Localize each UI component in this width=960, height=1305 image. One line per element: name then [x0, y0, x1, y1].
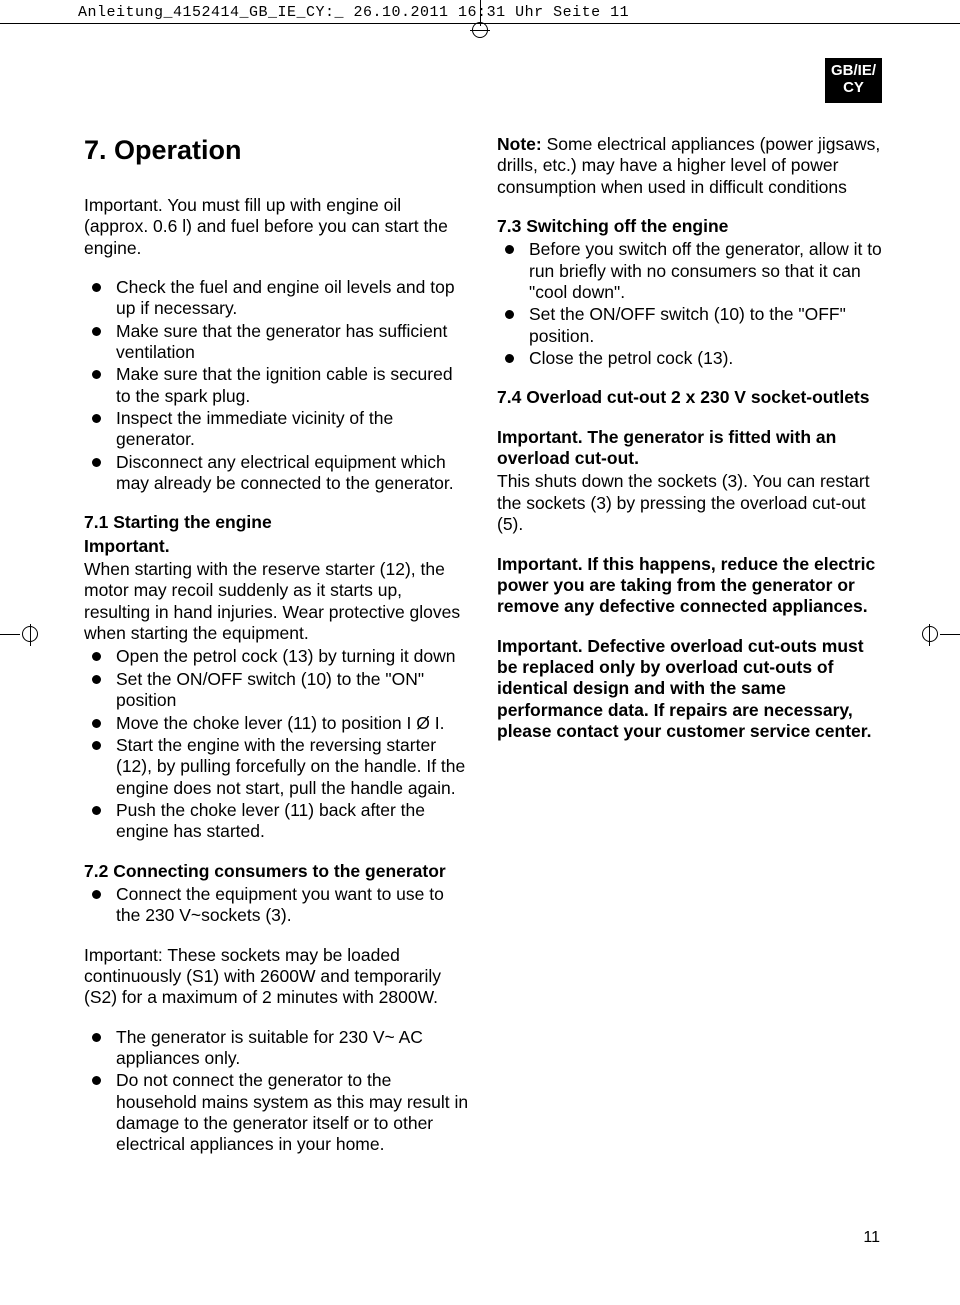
switch-off-list: Before you switch off the generator, all… — [497, 239, 882, 369]
overload-important-1: Important. The generator is fitted with … — [497, 427, 882, 470]
list-item: Move the choke lever (11) to position I … — [84, 713, 469, 734]
important-sockets: Important: These sockets may be loaded c… — [84, 945, 469, 1009]
connect-list: Connect the equipment you want to use to… — [84, 884, 469, 927]
start-engine-list: Open the petrol cock (13) by turning it … — [84, 646, 469, 842]
list-item: Check the fuel and engine oil levels and… — [84, 277, 469, 320]
restrictions-list: The generator is suitable for 230 V~ AC … — [84, 1027, 469, 1156]
subsection-7-3-head: 7.3 Switching off the engine — [497, 216, 882, 237]
overload-body: This shuts down the sockets (3). You can… — [497, 471, 882, 535]
page-number: 11 — [863, 1229, 880, 1247]
section-title: 7. Operation — [84, 134, 469, 167]
right-column: Note: Some electrical appliances (power … — [497, 134, 882, 1174]
list-item: Open the petrol cock (13) by turning it … — [84, 646, 469, 667]
subsection-7-1-body: When starting with the reserve starter (… — [84, 559, 469, 644]
overload-important-3: Important. Defective overload cut-outs m… — [497, 636, 882, 743]
subsection-7-4-head: 7.4 Overload cut-out 2 x 230 V socket-ou… — [497, 387, 882, 408]
list-item: The generator is suitable for 230 V~ AC … — [84, 1027, 469, 1070]
important-label: Important. — [84, 536, 469, 557]
intro-text: Important. You must fill up with engine … — [84, 195, 448, 258]
subsection-7-2-head: 7.2 Connecting consumers to the generato… — [84, 861, 469, 882]
language-badge: GB/IE/ CY — [825, 58, 882, 103]
list-item: Push the choke lever (11) back after the… — [84, 800, 469, 843]
list-item: Disconnect any electrical equipment whic… — [84, 452, 469, 495]
left-column: 7. Operation Important. You must fill up… — [84, 134, 469, 1174]
checks-list: Check the fuel and engine oil levels and… — [84, 277, 469, 494]
list-item: Start the engine with the reversing star… — [84, 735, 469, 799]
list-item: Set the ON/OFF switch (10) to the "ON" p… — [84, 669, 469, 712]
list-item: Close the petrol cock (13). — [497, 348, 882, 369]
list-item: Set the ON/OFF switch (10) to the "OFF" … — [497, 304, 882, 347]
list-item: Inspect the immediate vicinity of the ge… — [84, 408, 469, 451]
imp-sockets-text: Important: These sockets may be loaded c… — [84, 945, 441, 1008]
crop-mark-top — [480, 0, 481, 26]
list-item: Make sure that the ignition cable is sec… — [84, 364, 469, 407]
note-label: Note: — [497, 134, 542, 154]
lang-line2: CY — [831, 79, 876, 96]
list-item: Do not connect the generator to the hous… — [84, 1070, 469, 1155]
list-item: Connect the equipment you want to use to… — [84, 884, 469, 927]
lang-line1: GB/IE/ — [831, 62, 876, 79]
page-content: 7. Operation Important. You must fill up… — [0, 24, 960, 1174]
overload-important-2: Important. If this happens, reduce the e… — [497, 554, 882, 618]
subsection-7-1-head: 7.1 Starting the engine — [84, 512, 469, 533]
note-body: Some electrical appliances (power jigsaw… — [497, 134, 880, 197]
list-item: Before you switch off the generator, all… — [497, 239, 882, 303]
note-paragraph: Note: Some electrical appliances (power … — [497, 134, 882, 198]
list-item: Make sure that the generator has suffici… — [84, 321, 469, 364]
intro-paragraph: Important. You must fill up with engine … — [84, 195, 469, 259]
